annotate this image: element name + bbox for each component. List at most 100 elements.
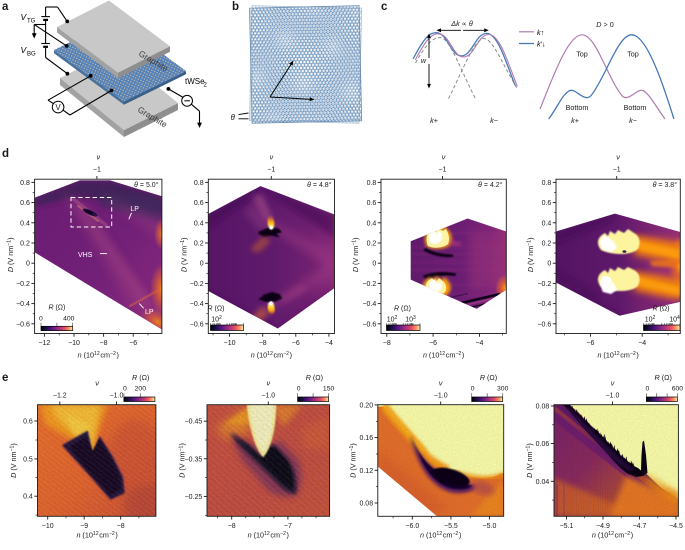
svg-text:D (V nm−1): D (V nm−1) bbox=[6, 237, 15, 272]
svg-text:ν: ν bbox=[267, 379, 271, 388]
svg-text:2: 2 bbox=[204, 82, 208, 88]
svg-text:ν: ν bbox=[442, 152, 446, 161]
svg-text:D (V nm−1): D (V nm−1) bbox=[178, 443, 187, 478]
svg-text:−1.0: −1.0 bbox=[434, 393, 448, 400]
svg-text:0: 0 bbox=[646, 385, 650, 392]
svg-text:104: 104 bbox=[669, 315, 680, 323]
svg-text:−1: −1 bbox=[267, 167, 275, 174]
svg-text:−4.5: −4.5 bbox=[669, 523, 683, 530]
svg-text:−1.2: −1.2 bbox=[53, 393, 67, 400]
svg-text:Top: Top bbox=[627, 50, 639, 59]
svg-text:ν: ν bbox=[616, 152, 620, 161]
svg-text:−8: −8 bbox=[259, 340, 267, 347]
svg-text:n (1012 cm−2 ): n (1012 cm−2 ) bbox=[423, 351, 464, 360]
svg-text:−4.7: −4.7 bbox=[633, 523, 647, 530]
svg-text:400: 400 bbox=[63, 316, 75, 323]
svg-text:TG: TG bbox=[27, 18, 36, 24]
svg-text:D (V nm−1): D (V nm−1) bbox=[179, 237, 188, 272]
svg-text:θ: θ bbox=[231, 113, 236, 122]
svg-text:0.08: 0.08 bbox=[359, 501, 373, 508]
svg-text:LP: LP bbox=[130, 206, 139, 213]
svg-text:0.2: 0.2 bbox=[20, 241, 30, 248]
svg-text:V: V bbox=[21, 45, 28, 55]
svg-text:R (Ω): R (Ω) bbox=[306, 373, 323, 382]
svg-text:R (Ω): R (Ω) bbox=[132, 373, 149, 382]
svg-text:b: b bbox=[232, 1, 239, 13]
svg-text:−0.6: −0.6 bbox=[537, 321, 551, 328]
svg-text:−8: −8 bbox=[228, 523, 236, 530]
svg-text:ν: ν bbox=[97, 152, 101, 161]
svg-text:0: 0 bbox=[200, 261, 204, 268]
svg-text:0.8: 0.8 bbox=[20, 180, 30, 187]
svg-text:ν: ν bbox=[439, 379, 443, 388]
svg-text:R (Ω): R (Ω) bbox=[480, 373, 497, 382]
svg-text:−7: −7 bbox=[284, 523, 292, 530]
svg-text:n (1012 cm−2 ): n (1012 cm−2 ) bbox=[76, 531, 117, 540]
svg-text:k+: k+ bbox=[430, 116, 438, 125]
svg-text:0.4: 0.4 bbox=[20, 220, 30, 227]
svg-text:600: 600 bbox=[672, 385, 684, 392]
svg-text:Bottom: Bottom bbox=[624, 103, 647, 112]
svg-text:102: 102 bbox=[387, 315, 398, 323]
svg-text:0.12: 0.12 bbox=[359, 468, 373, 475]
svg-text:n (1012 cm−2 ): n (1012 cm−2 ) bbox=[420, 531, 461, 540]
svg-text:Δk ∝ θ: Δk ∝ θ bbox=[450, 19, 473, 28]
svg-text:−8: −8 bbox=[100, 340, 108, 347]
svg-text:−1: −1 bbox=[93, 167, 101, 174]
svg-text:−6: −6 bbox=[129, 340, 137, 347]
svg-text:R (Ω): R (Ω) bbox=[653, 306, 670, 313]
svg-text:−0.35: −0.35 bbox=[185, 456, 203, 463]
svg-text:−8: −8 bbox=[117, 523, 125, 530]
svg-text:0.6: 0.6 bbox=[542, 200, 552, 207]
svg-text:k−: k− bbox=[490, 116, 498, 125]
svg-text:R (Ω): R (Ω) bbox=[48, 305, 65, 312]
svg-text:0.20: 0.20 bbox=[359, 402, 373, 409]
svg-text:0.8: 0.8 bbox=[542, 180, 552, 187]
svg-text:−0.4: −0.4 bbox=[16, 301, 30, 308]
svg-text:0.06: 0.06 bbox=[536, 441, 550, 448]
svg-text:k−: k− bbox=[629, 116, 637, 125]
svg-text:−1.0: −1.0 bbox=[606, 393, 620, 400]
svg-text:0.6: 0.6 bbox=[23, 419, 33, 426]
svg-text:0.08: 0.08 bbox=[536, 404, 550, 411]
svg-text:D (V nm−1): D (V nm−1) bbox=[9, 443, 18, 478]
svg-text:−0.4: −0.4 bbox=[362, 301, 376, 308]
svg-text:−6: −6 bbox=[429, 340, 437, 347]
svg-text:−1.0: −1.0 bbox=[261, 393, 275, 400]
svg-text:−8: −8 bbox=[383, 340, 391, 347]
svg-text:w: w bbox=[421, 56, 427, 65]
svg-text:n (1012 cm−2 ): n (1012 cm−2 ) bbox=[78, 351, 119, 360]
svg-text:n (1012 cm−2 ): n (1012 cm−2 ) bbox=[592, 531, 633, 540]
svg-text:−1: −1 bbox=[439, 167, 447, 174]
svg-text:−6: −6 bbox=[586, 340, 594, 347]
svg-text:D (V nm−1): D (V nm−1) bbox=[349, 443, 358, 478]
svg-text:k′↓: k′↓ bbox=[537, 40, 546, 49]
svg-text:c: c bbox=[381, 1, 388, 13]
svg-text:0.2: 0.2 bbox=[542, 241, 552, 248]
svg-text:0.5: 0.5 bbox=[23, 456, 33, 463]
svg-text:0: 0 bbox=[123, 385, 127, 392]
svg-text:0.8: 0.8 bbox=[367, 180, 377, 187]
svg-text:−0.4: −0.4 bbox=[190, 301, 204, 308]
svg-text:d: d bbox=[2, 148, 9, 160]
svg-text:BG: BG bbox=[27, 51, 36, 57]
svg-text:−5.0: −5.0 bbox=[483, 523, 497, 530]
svg-text:−4: −4 bbox=[325, 340, 333, 347]
svg-text:0.04: 0.04 bbox=[536, 479, 550, 486]
svg-text:V: V bbox=[55, 103, 61, 112]
svg-text:e: e bbox=[2, 372, 8, 384]
svg-text:−6: −6 bbox=[292, 340, 300, 347]
svg-text:ν: ν bbox=[95, 379, 99, 388]
svg-text:tWSe: tWSe bbox=[185, 77, 205, 86]
svg-text:−0.4: −0.4 bbox=[537, 301, 551, 308]
svg-text:D (V nm−1): D (V nm−1) bbox=[351, 237, 360, 272]
svg-text:0: 0 bbox=[297, 385, 301, 392]
svg-text:0.4: 0.4 bbox=[23, 494, 33, 501]
svg-text:V: V bbox=[21, 12, 28, 22]
svg-text:Top: Top bbox=[576, 50, 588, 59]
svg-text:200: 200 bbox=[135, 385, 147, 392]
svg-text:0.6: 0.6 bbox=[20, 200, 30, 207]
svg-text:−0.45: −0.45 bbox=[185, 419, 203, 426]
svg-text:ν: ν bbox=[611, 379, 615, 388]
svg-text:150: 150 bbox=[323, 385, 335, 392]
